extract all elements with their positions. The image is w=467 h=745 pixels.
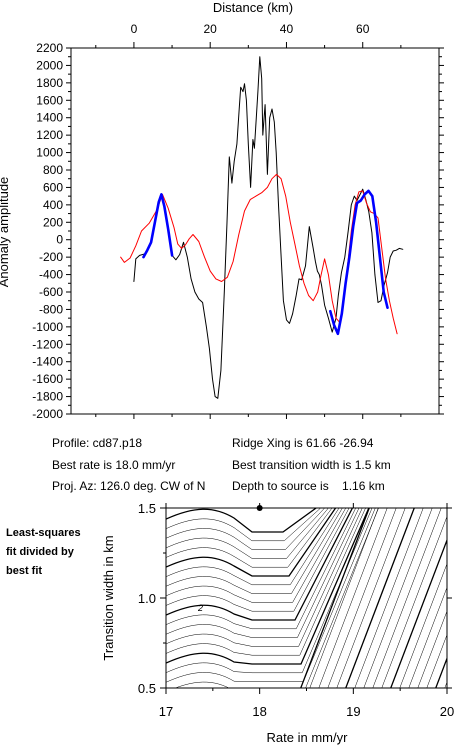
contour-line-diagonal	[390, 538, 447, 688]
model-profile-line	[120, 173, 398, 335]
contour-line-u	[166, 508, 350, 612]
contour-line-u	[166, 508, 340, 586]
contour-line-u	[166, 508, 357, 630]
ridge-crossing: Ridge Xing is 61.66 -26.94	[232, 436, 374, 450]
profile-y-tick-label-3: -1400	[32, 355, 63, 369]
contour-line-u	[166, 508, 360, 638]
contour-line-u	[166, 508, 370, 665]
best-transition-width: Best transition width is 1.5 km	[232, 458, 391, 472]
contour-line-diagonal	[300, 508, 370, 688]
profile-y-tick-label-15: 1000	[36, 146, 63, 160]
contour-y-tick-label-2: 1.5	[138, 501, 156, 516]
contour-line-diagonal	[345, 508, 415, 688]
contour-y-tick-label-1: 1.0	[138, 591, 156, 606]
profile-y-tick-label-13: 600	[43, 180, 63, 194]
contour-x-tick-label-3: 20	[440, 704, 454, 719]
contour-line-u	[166, 508, 366, 656]
profile-y-tick-label-18: 1600	[36, 93, 63, 107]
contour-note: Least-squares fit divided by best fit	[6, 524, 81, 581]
contour-line-diagonal	[417, 610, 447, 688]
profile-y-tick-label-12: 400	[43, 198, 63, 212]
contour-x-ticks: 17 18 19 20	[159, 503, 454, 719]
contour-line-diagonal	[381, 515, 447, 688]
contour-x-tick-label-0: 17	[159, 704, 173, 719]
contour-line-diagonal	[462, 506, 467, 690]
contour-line-u	[166, 508, 318, 533]
contour-y-axis-title: Transition width in km	[101, 535, 116, 660]
profile-y-tick-label-16: 1200	[36, 128, 63, 142]
profile-y-tick-label-2: -1600	[32, 372, 63, 386]
contour-line-u	[166, 508, 373, 674]
contour-line-diagonal	[372, 508, 442, 688]
profile-y-tick-label-4: -1200	[32, 337, 63, 351]
profile-y-tick-label-9: -200	[39, 250, 63, 264]
profile-y-tick-label-8: -400	[39, 268, 63, 282]
contour-line-diagonal	[399, 563, 447, 688]
projection-azimuth: Proj. Az: 126.0 deg. CW of N	[52, 479, 206, 493]
profile-y-tick-label-1: -1800	[32, 390, 63, 404]
contour-line-u	[166, 508, 326, 550]
profile-y-tick-label-20: 2000	[36, 58, 63, 72]
profile-name: Profile: cd87.p18	[52, 436, 143, 450]
note-line-1: Least-squares	[6, 527, 81, 539]
contour-y-ticks: 0.5 1.0 1.5	[138, 501, 452, 696]
profile-x-tick-label-3: 60	[356, 22, 370, 36]
note-line-3: best fit	[6, 565, 43, 577]
contour-line-u	[166, 508, 343, 594]
contour-y-tick-label-0: 0.5	[138, 681, 156, 696]
contour-line-diagonal	[336, 508, 406, 688]
profile-y-tick-label-17: 1400	[36, 111, 63, 125]
contour-x-tick-label-2: 19	[346, 704, 360, 719]
profile-x-tick-label-0: 0	[131, 22, 138, 36]
profile-y-tick-label-19: 1800	[36, 76, 63, 90]
profile-y-tick-label-10: 0	[56, 233, 63, 247]
contour-line-diagonal	[408, 586, 447, 688]
contour-value-label: 2	[197, 603, 203, 613]
profile-y-tick-label-6: -800	[39, 302, 63, 316]
profile-y-tick-label-7: -600	[39, 285, 63, 299]
contour-line-diagonal	[426, 634, 447, 688]
contour-line-u	[166, 508, 347, 603]
contour-x-axis-title: Rate in mm/yr	[267, 730, 349, 745]
contour-line-u	[166, 508, 322, 542]
profile-plot-frame	[70, 47, 440, 415]
misfit-contour-chart: 2 17 18 19 20 0.5 1.0 1.5 Rate in mm/yr Trans…	[101, 501, 467, 745]
profile-y-tick-label-21: 2200	[36, 41, 63, 55]
contour-line-diagonal	[309, 508, 379, 688]
contour-line-diagonal	[354, 508, 424, 688]
profile-y-tick-label-0: -2000	[32, 407, 63, 421]
fit-window-line-2	[328, 189, 389, 336]
profile-y-tick-label-5: -1000	[32, 320, 63, 334]
note-line-2: fit divided by	[6, 546, 74, 558]
contour-line-diagonal	[363, 508, 433, 688]
profile-x-ticks: 0 20 40 60	[95, 22, 402, 419]
best-rate: Best rate is 18.0 mm/yr	[52, 458, 176, 472]
fit-window-line-1	[142, 193, 174, 259]
profile-x-tick-label-1: 20	[204, 22, 218, 36]
contour-line-u	[166, 508, 333, 568]
profile-x-axis-title: Distance (km)	[213, 0, 293, 15]
contour-line-u	[166, 508, 376, 683]
contour-line-diagonal	[453, 506, 467, 690]
contour-line-diagonal	[318, 508, 388, 688]
contour-line-u	[166, 508, 363, 647]
contour-x-tick-label-1: 18	[252, 704, 266, 719]
observed-profile-line	[133, 56, 404, 399]
contour-line-diagonal	[327, 508, 397, 688]
contour-line-u	[166, 508, 337, 577]
depth-to-source: Depth to source is 1.16 km	[232, 479, 385, 493]
profile-y-ticks: -2000-1800-1600-1400-1200-1000-800-600-4…	[32, 41, 444, 421]
profile-series	[120, 56, 404, 399]
contour-line-u	[166, 508, 354, 621]
profile-chart: Distance (km) Anomaly amplitude 0 20 40 60 …	[0, 0, 444, 421]
contour-line-u	[166, 508, 329, 559]
profile-y-tick-label-11: 200	[43, 215, 63, 229]
contour-lines	[166, 506, 467, 690]
profile-x-tick-label-2: 40	[280, 22, 294, 36]
profile-y-tick-label-14: 800	[43, 163, 63, 177]
profile-y-axis-title: Anomaly amplitude	[0, 177, 11, 288]
